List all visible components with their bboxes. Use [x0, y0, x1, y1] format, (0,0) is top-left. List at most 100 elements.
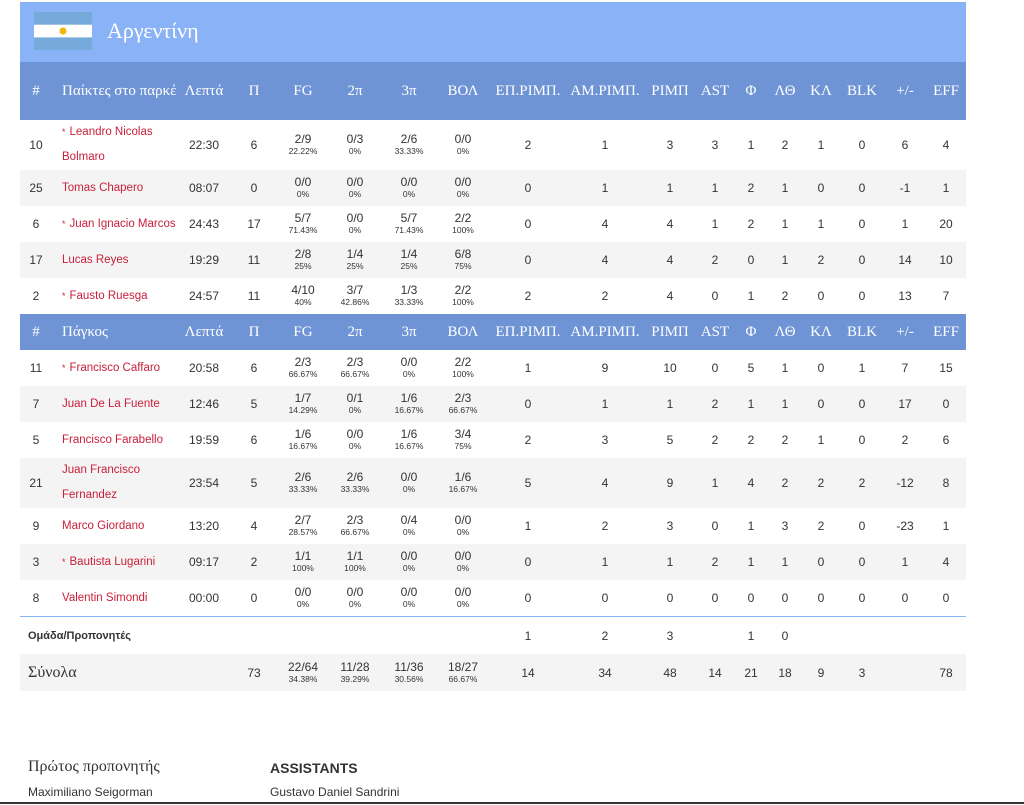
stat [802, 616, 840, 654]
empty-cell [178, 616, 230, 654]
player-link[interactable]: Leandro Nicolas Bolmaro [62, 126, 153, 163]
player-row: 3 * Bautista Lugarini 09:17 2 1/1 100% 1/1 100% 0… [20, 544, 966, 580]
points: 2 [230, 544, 278, 580]
shots-made: 1/3 [400, 283, 418, 297]
column-header: Π [230, 314, 278, 350]
player-name: * Francisco Caffaro [52, 350, 178, 386]
stat: 5 [666, 433, 674, 447]
stat: 1 [884, 544, 926, 580]
stat: 0 [817, 591, 825, 605]
stat: 2 [601, 519, 609, 533]
stat: 3 [711, 138, 719, 152]
shooting-cell: 0/0 0% [278, 170, 328, 206]
stat: 1 [747, 289, 755, 303]
stat: 7 [901, 361, 909, 375]
points: 17 [247, 217, 261, 231]
shots-pct: 0% [348, 189, 362, 199]
stat: 8 [926, 458, 966, 508]
shooting-cell: 2/6 33.33% [382, 120, 436, 170]
player-link[interactable]: Valentin Simondi [62, 591, 148, 604]
minutes: 20:58 [188, 361, 220, 375]
shooting-cell: 0/0 0% [382, 544, 436, 580]
team-label: Ομάδα/Προπονητές [20, 616, 178, 654]
shots-pct: 33.33% [288, 484, 318, 494]
stat: 0 [840, 170, 884, 206]
player-link[interactable]: Fausto Ruesga [69, 289, 148, 302]
stat: 1 [747, 519, 755, 533]
shots-pct: 66.67% [340, 527, 370, 537]
player-name: Valentin Simondi [52, 580, 178, 617]
shots-pct: 0% [348, 225, 362, 235]
column-header: 3π [382, 314, 436, 350]
shooting-cell: 5/7 71.43% [382, 206, 436, 242]
player-name: * Leandro Nicolas Bolmaro [52, 120, 178, 170]
shots-made: 0/0 [346, 585, 364, 599]
shooting-cell: 0/0 0% [328, 580, 382, 617]
stat [884, 616, 926, 654]
stat: 2 [696, 544, 734, 580]
player-link[interactable]: Juan Francisco Fernandez [62, 464, 140, 501]
empty-cell [178, 654, 230, 691]
starter-mark: * [62, 362, 66, 373]
column-header: Λεπτά [178, 314, 230, 350]
minutes: 00:00 [188, 591, 220, 605]
stat [840, 616, 884, 654]
column-header: AST [696, 314, 734, 350]
column-header: ΛΘ [768, 62, 802, 120]
stat: 0 [781, 591, 789, 605]
player-link[interactable]: Marco Giordano [62, 519, 145, 532]
stat: 1 [747, 138, 755, 152]
jersey-number: 7 [20, 386, 52, 422]
shots-pct: 0% [456, 189, 470, 199]
shots-made: 0/0 [294, 585, 312, 599]
stat: 5 [490, 458, 566, 508]
stat: 1 [696, 170, 734, 206]
column-header: BLK [840, 62, 884, 120]
stat: 0 [802, 170, 840, 206]
shots-made: 2/3 [454, 391, 472, 405]
shooting-cell: 0/1 0% [328, 386, 382, 422]
shots-made: 2/2 [454, 211, 472, 225]
stat: 10 [663, 361, 677, 375]
shots-made: 0/0 [400, 355, 418, 369]
shooting-cell: 3/7 42.86% [328, 278, 382, 314]
player-link[interactable]: Bautista Lugarini [69, 555, 156, 568]
shooting-cell: 2/3 66.67% [328, 350, 382, 386]
empty-cell [328, 616, 382, 654]
shots-made: 0/0 [346, 427, 364, 441]
shots-pct: 16.67% [288, 441, 318, 451]
stat: 5 [747, 361, 755, 375]
assistant-coach: Gustavo Daniel Sandrini [270, 785, 400, 799]
shooting-cell: 11/36 30.56% [382, 654, 436, 691]
stat: 2 [524, 433, 532, 447]
stat: 1 [817, 217, 825, 231]
column-header: ΒΟΛ [436, 314, 490, 350]
stat: 0 [802, 386, 840, 422]
head-coach-label: Πρώτος προπονητής [28, 758, 160, 775]
points: 0 [230, 170, 278, 206]
shots-pct: 0% [402, 563, 416, 573]
shots-made: 6/8 [454, 247, 472, 261]
player-link[interactable]: Francisco Farabello [62, 433, 163, 446]
stat: 1 [734, 544, 768, 580]
column-header: EFF [926, 314, 966, 350]
shots-made: 2/2 [454, 283, 472, 297]
player-link[interactable]: Juan Ignacio Marcos [69, 217, 176, 230]
player-name: Juan Francisco Fernandez [52, 458, 178, 508]
shooting-cell: 0/0 0% [436, 120, 490, 170]
stat [696, 616, 734, 654]
shots-made: 11/36 [394, 659, 424, 674]
player-link[interactable]: Francisco Caffaro [69, 361, 161, 374]
minutes: 24:43 [188, 217, 220, 231]
stat: 2 [601, 289, 609, 303]
player-link[interactable]: Lucas Reyes [62, 253, 129, 266]
stat: 4 [601, 217, 609, 231]
player-link[interactable]: Tomas Chapero [62, 181, 144, 194]
stat: 9 [601, 361, 609, 375]
shots-pct: 28.57% [288, 527, 318, 537]
column-header: ΕΠ.ΡΙΜΠ. [490, 62, 566, 120]
shots-made: 5/7 [294, 211, 312, 225]
starter-mark: * [62, 218, 66, 229]
shots-pct: 25% [400, 261, 418, 271]
player-link[interactable]: Juan De La Fuente [62, 397, 160, 410]
